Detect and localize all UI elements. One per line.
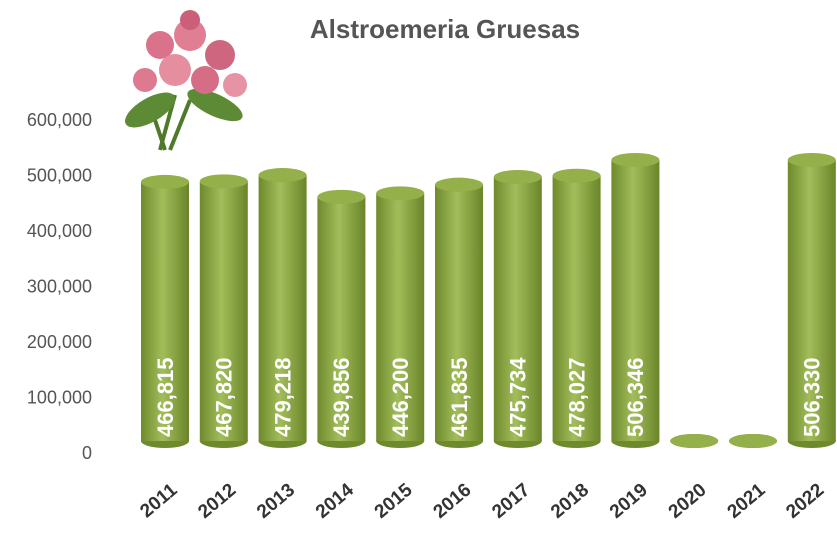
bar-body [376,193,425,441]
data-label: 446,200 [388,357,413,437]
bar-body [611,159,660,441]
bar-top [552,168,601,183]
x-tick-label: 2017 [488,480,534,523]
data-label: 466,815 [153,357,178,437]
bar-top [670,434,719,448]
y-tick-label: 0 [82,443,92,463]
data-label: 478,027 [564,357,589,437]
bar-top [258,168,307,183]
x-tick-label: 2020 [665,480,711,523]
chart-title: Alstroemeria Gruesas [310,14,580,44]
x-tick-label: 2011 [136,479,181,522]
x-tick-label: 2013 [253,480,299,523]
bar [787,152,836,448]
bar-top [729,434,777,448]
y-tick-label: 400,000 [27,221,92,241]
flower-bouquet [125,10,247,151]
bar-top [435,177,483,192]
x-tick-label: 2014 [312,479,358,523]
y-tick-label: 100,000 [27,387,92,407]
y-tick-label: 300,000 [27,276,92,296]
bar [141,174,189,448]
x-tick-label: 2021 [724,479,770,523]
bar [670,434,719,448]
x-tick-label: 2019 [606,480,652,523]
bar-body [141,181,189,442]
x-tick-label: 2015 [371,479,417,523]
bar [317,189,366,448]
y-tick-label: 200,000 [27,332,92,352]
bar [552,168,601,448]
x-tick-label: 2012 [194,480,240,523]
bar-body [435,184,483,441]
bar-top [611,152,660,167]
bar [493,169,542,448]
bar-body [199,181,248,441]
bar [729,434,777,448]
bar-top [141,174,189,189]
bar-top [493,169,542,184]
bar [435,177,483,448]
x-tick-label: 2022 [782,480,828,523]
bar [376,186,425,448]
bar-body [552,175,601,442]
data-label: 506,346 [623,357,648,437]
bar [258,168,307,448]
bar [199,174,248,448]
bar [611,152,660,448]
bar-top [317,189,366,204]
data-label: 506,330 [800,357,825,437]
bar-body [317,196,366,441]
data-label: 461,835 [447,357,472,437]
x-tick-label: 2018 [547,480,593,523]
data-label: 475,734 [506,357,531,437]
x-tick-label: 2016 [430,480,476,523]
data-label: 467,820 [212,357,237,437]
y-tick-label: 600,000 [27,110,92,130]
bar-top [376,186,425,201]
data-label: 479,218 [270,357,295,437]
y-tick-label: 500,000 [27,165,92,185]
bar-body [258,175,307,442]
bar-top [199,174,248,189]
bar-body [493,176,542,441]
bar-top [787,152,836,167]
data-label: 439,856 [329,357,354,437]
bar-body [787,159,836,441]
